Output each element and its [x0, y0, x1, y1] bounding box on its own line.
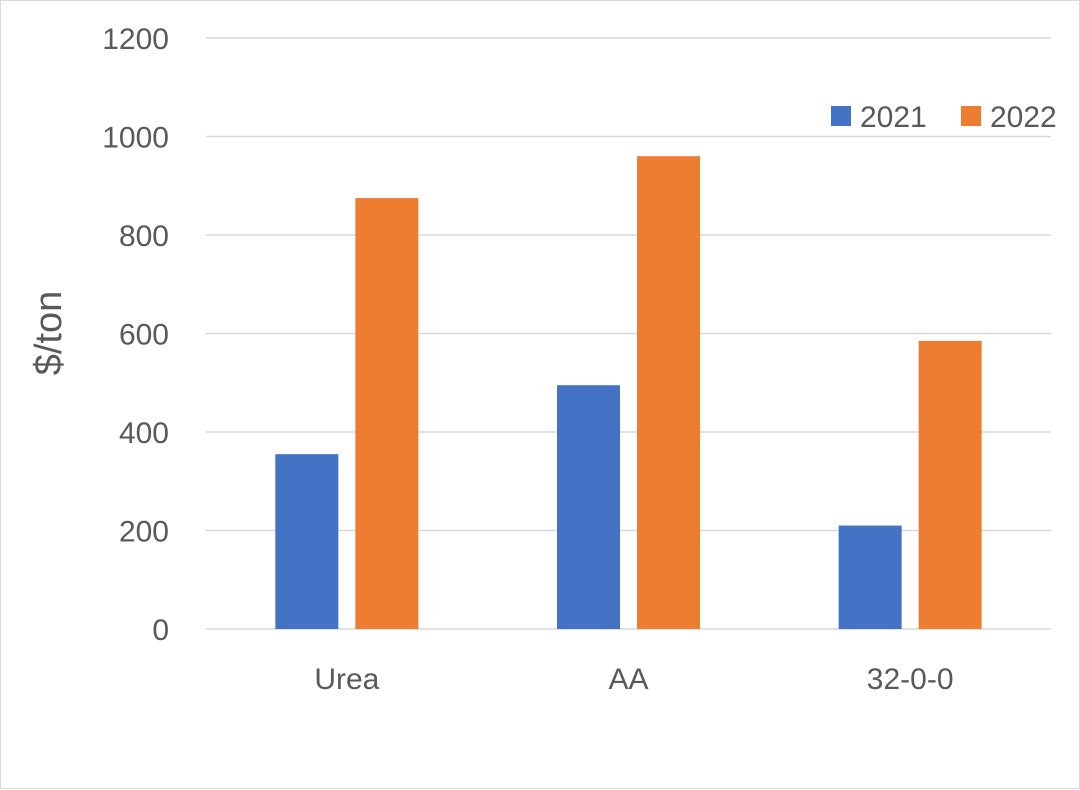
y-tick-label: 800 — [119, 220, 169, 253]
gridlines — [206, 37, 1051, 630]
legend-label: 2021 — [860, 101, 927, 134]
bar-2021-AA — [557, 385, 620, 629]
legend-swatch — [831, 106, 851, 126]
y-tick-label: 1000 — [102, 122, 169, 155]
legend: 2021 2022 — [831, 101, 1057, 134]
bar-2021-32-0-0 — [838, 525, 902, 629]
legend-swatch — [961, 106, 981, 126]
bar-2022-AA — [637, 156, 700, 629]
x-tick-label: AA — [608, 663, 648, 696]
x-tick-label: 32-0-0 — [867, 663, 954, 696]
y-axis-ticks: 0 200 400 600 800 1000 1200 — [102, 23, 169, 647]
bar-2021-Urea — [275, 454, 339, 629]
bars — [275, 156, 982, 629]
x-axis-ticks: Urea AA 32-0-0 — [314, 663, 953, 696]
y-tick-label: 0 — [152, 614, 169, 647]
y-tick-label: 200 — [119, 516, 169, 549]
legend-label: 2022 — [990, 101, 1057, 134]
y-tick-label: 1200 — [102, 23, 169, 56]
y-tick-label: 400 — [119, 417, 169, 450]
bar-2022-32-0-0 — [918, 340, 982, 629]
y-tick-label: 600 — [119, 319, 169, 352]
x-tick-label: Urea — [314, 663, 379, 696]
y-axis-label: $/ton — [28, 291, 70, 376]
bar-2022-Urea — [355, 198, 419, 629]
